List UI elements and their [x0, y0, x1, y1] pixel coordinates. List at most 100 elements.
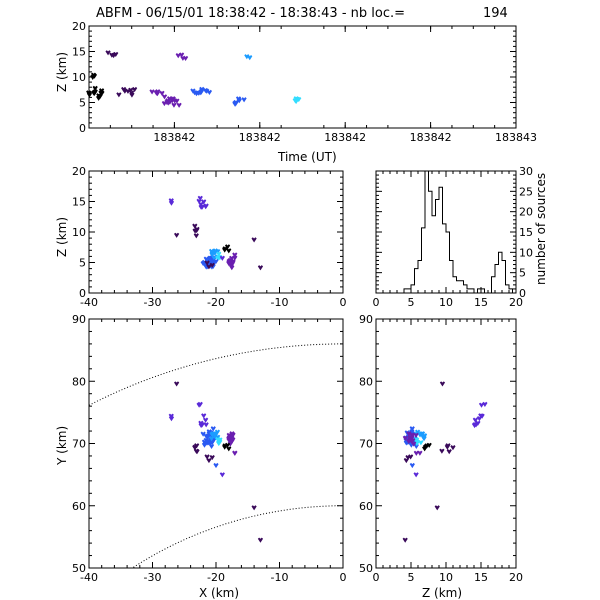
xz-source — [227, 262, 234, 268]
xy-panel — [88, 318, 344, 569]
time-height-source — [232, 101, 238, 107]
xz-source — [219, 255, 225, 261]
time-height-ytick-label: 5 — [79, 97, 86, 110]
histogram-xtick-label: 15 — [474, 296, 488, 309]
time-height-source — [116, 92, 122, 98]
zy-source — [422, 446, 428, 452]
zy-source — [406, 431, 412, 437]
zy-source — [406, 438, 412, 445]
zy-xtick-label: 5 — [408, 571, 415, 584]
time-height-source — [99, 88, 105, 94]
xy-source — [206, 457, 212, 464]
range-ring-1 — [133, 505, 343, 568]
xz-source — [198, 204, 204, 210]
zy-source — [409, 429, 415, 435]
xz-xtick-label: -10 — [271, 296, 289, 309]
xz-xtick-label: -40 — [80, 296, 98, 309]
xz-source — [200, 260, 206, 267]
time-height-source — [129, 92, 135, 98]
nb-loc-value: 194 — [483, 6, 508, 21]
xy-source — [210, 431, 216, 437]
zy-ytick-label: 70 — [359, 438, 373, 451]
histogram-bars — [376, 170, 516, 294]
xy-source — [196, 402, 202, 408]
xy-source — [215, 436, 221, 443]
xy-source — [210, 426, 216, 432]
time-height-source — [128, 87, 134, 93]
xy-source — [222, 443, 228, 449]
zy-source — [409, 462, 415, 469]
histogram-xtick-label: 10 — [439, 296, 453, 309]
zy-source — [421, 435, 427, 442]
y-axis-label: Y (km) — [55, 426, 69, 466]
xz-source — [203, 256, 209, 262]
xy-source — [201, 413, 207, 419]
time-height-ytick-label: 0 — [79, 122, 86, 135]
histogram-ytick-label: 10 — [519, 246, 533, 259]
xz-source — [226, 248, 232, 254]
xy-source — [174, 381, 180, 387]
time-height-source — [165, 100, 171, 106]
xy-source — [206, 429, 212, 435]
xz-source — [209, 262, 215, 268]
zy-xtick-label: 10 — [439, 571, 453, 584]
zy-source — [424, 443, 430, 449]
xy-ytick-label: 60 — [72, 500, 86, 513]
xz-source — [224, 244, 231, 250]
xy-ytick-label: 80 — [72, 375, 86, 388]
x-axis-label: X (km) — [199, 586, 239, 600]
histogram-y-label: number of sources — [534, 173, 548, 285]
xz-source — [201, 199, 207, 205]
xz-ytick-label: 15 — [72, 196, 86, 209]
time-height-xtick-label: 183842 — [239, 131, 281, 144]
time-height-source — [174, 98, 180, 104]
xy-source — [229, 432, 235, 438]
xy-source — [194, 448, 200, 455]
xy-xtick-label: -30 — [144, 571, 162, 584]
xz-source — [193, 233, 199, 239]
time-height-source — [241, 97, 247, 103]
xy-source — [232, 450, 238, 456]
time-height-source — [86, 92, 93, 98]
zy-panel — [375, 318, 517, 569]
xy-source — [208, 435, 215, 442]
zy-source — [450, 445, 456, 451]
xz-source — [232, 255, 238, 261]
xz-ytick-label: 10 — [72, 226, 86, 239]
time-height-source — [292, 98, 298, 104]
xz-source — [174, 232, 180, 238]
xy-xtick-label: 0 — [340, 571, 347, 584]
xz-ytick-label: 0 — [79, 287, 86, 300]
xy-source — [226, 446, 232, 452]
histogram-ytick-label: 15 — [519, 226, 533, 239]
xy-source — [200, 431, 206, 437]
xz-z-label: Z (km) — [55, 217, 69, 257]
xy-source — [219, 472, 225, 478]
xy-ytick-label: 70 — [72, 438, 86, 451]
zy-source — [405, 454, 411, 461]
time-height-panel — [88, 25, 517, 129]
xz-source — [251, 237, 257, 243]
xy-xtick-label: -20 — [207, 571, 225, 584]
time-height-source — [121, 86, 127, 93]
range-ring-0 — [88, 343, 343, 406]
xy-source — [213, 462, 219, 469]
xz-source — [168, 198, 174, 204]
time-height-source — [98, 90, 104, 96]
xy-source — [204, 454, 210, 460]
histogram-ytick-label: 5 — [519, 267, 526, 280]
xy-source — [229, 435, 235, 441]
time-height-source — [161, 94, 168, 100]
time-height-source — [247, 55, 253, 61]
histogram-ytick-label: 25 — [519, 185, 533, 198]
zy-source — [476, 416, 482, 422]
zy-source — [478, 402, 485, 408]
xz-source — [198, 201, 204, 208]
xz-source — [168, 200, 175, 206]
xy-ytick-label: 90 — [72, 313, 86, 326]
xz-xtick-label: -20 — [207, 296, 225, 309]
zy-source — [409, 426, 415, 432]
time-height-source — [198, 88, 205, 95]
time-height-source — [192, 90, 198, 96]
zy-source — [402, 435, 408, 441]
